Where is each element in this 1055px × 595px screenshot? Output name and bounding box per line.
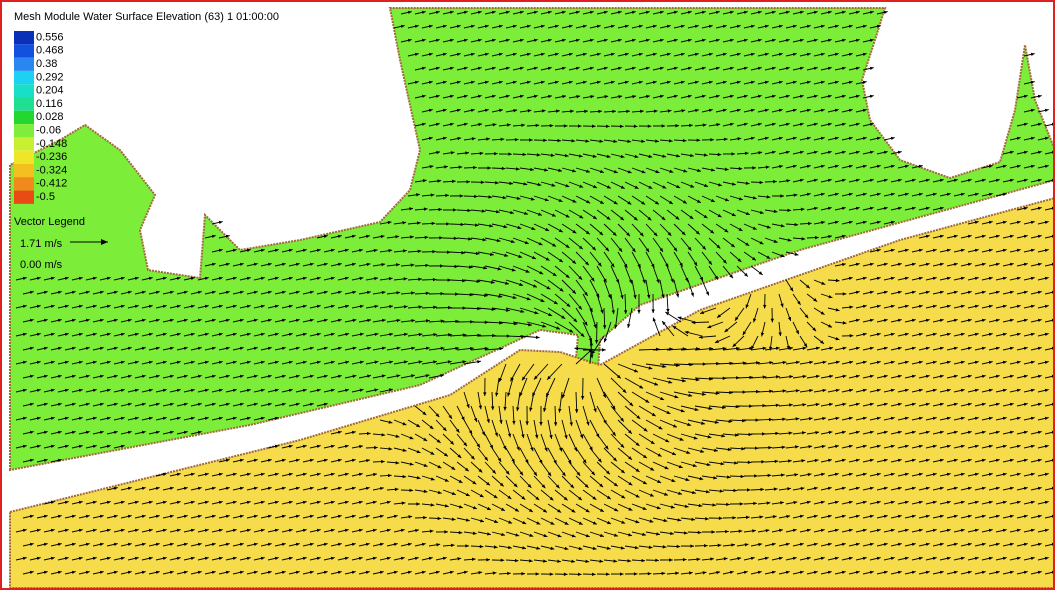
legend-swatch — [14, 98, 34, 111]
legend-label: -0.148 — [36, 138, 67, 150]
legend-swatch — [14, 164, 34, 177]
legend-swatch — [14, 137, 34, 150]
legend-swatch — [14, 111, 34, 124]
legend-swatch — [14, 31, 34, 44]
legend-label: 0.38 — [36, 58, 57, 70]
legend-label: -0.324 — [36, 164, 67, 176]
vector-min: 0.00 m/s — [20, 259, 63, 271]
legend-swatch — [14, 124, 34, 137]
legend-swatch — [14, 58, 34, 71]
legend-swatch — [14, 151, 34, 164]
legend-label: 0.204 — [36, 85, 64, 97]
legend-label: 0.468 — [36, 45, 64, 57]
legend-label: 0.556 — [36, 31, 64, 43]
legend-label: -0.412 — [36, 178, 67, 190]
vector-max: 1.71 m/s — [20, 238, 63, 250]
legend-label: -0.236 — [36, 151, 67, 163]
title: Mesh Module Water Surface Elevation (63)… — [14, 11, 279, 23]
legend-label: 0.292 — [36, 71, 64, 83]
legend-swatch — [14, 177, 34, 190]
legend-label: -0.06 — [36, 125, 61, 137]
legend-swatch — [14, 84, 34, 97]
legend-swatch — [14, 44, 34, 57]
legend-swatch — [14, 191, 34, 204]
legend-label: 0.028 — [36, 111, 64, 123]
legend-swatch — [14, 71, 34, 84]
vector-legend-title: Vector Legend — [14, 216, 85, 228]
legend-label: -0.5 — [36, 191, 55, 203]
legend-label: 0.116 — [36, 98, 63, 110]
